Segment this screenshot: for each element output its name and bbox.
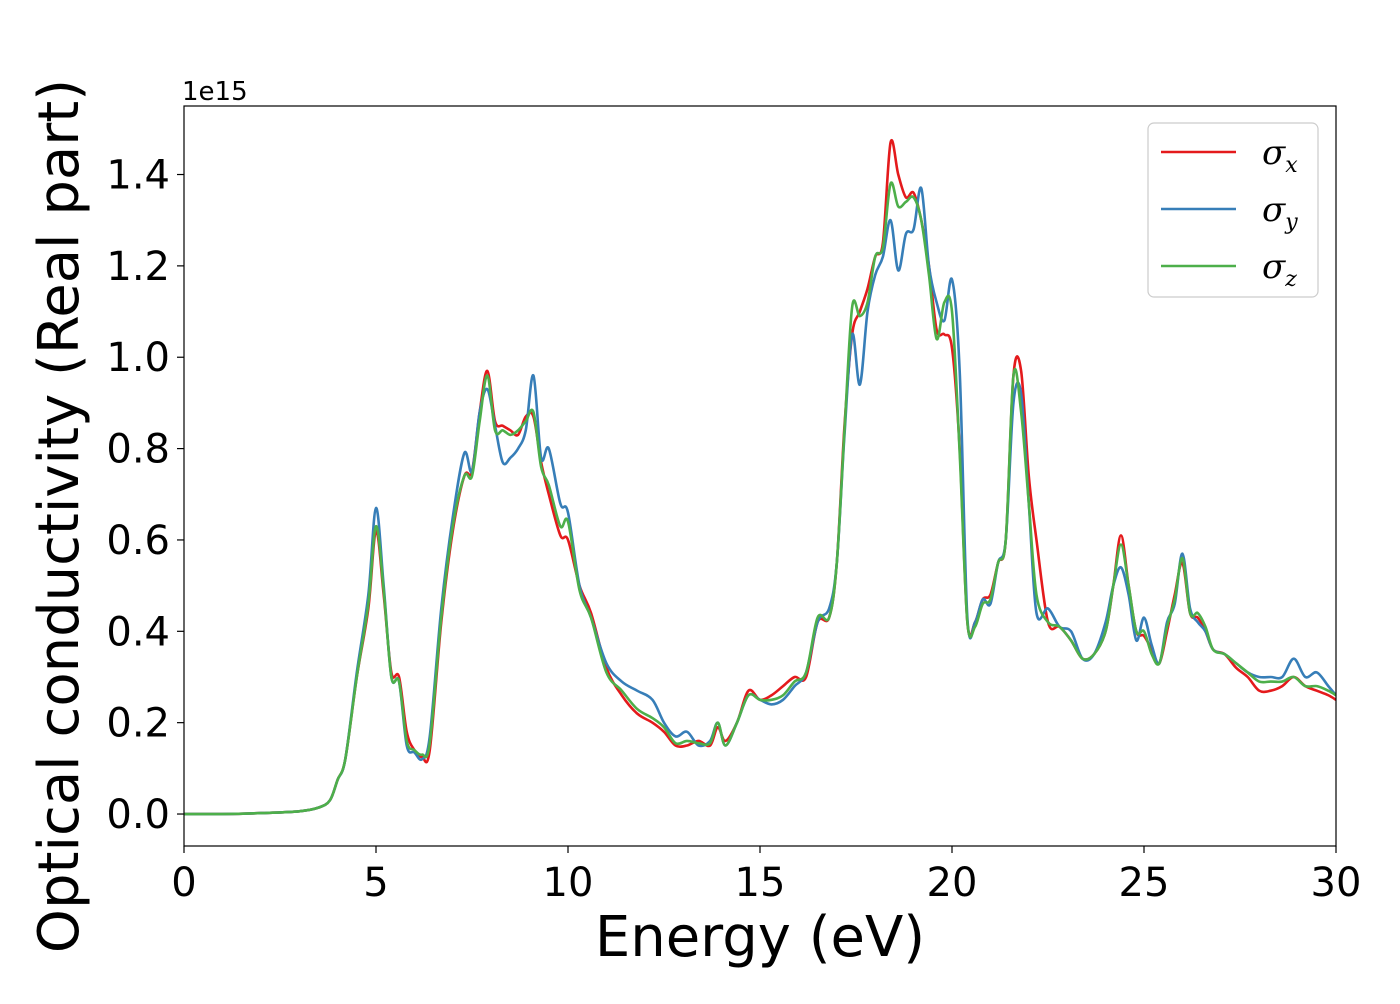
x-tick-label: 0 [171, 860, 196, 906]
y-tick-label: 1.4 [106, 153, 170, 199]
y-tick-label: 0.0 [106, 792, 170, 838]
x-tick-label: 5 [363, 860, 388, 906]
x-axis: 0 5 10 15 20 25 30 [171, 846, 1361, 906]
legend: σx σy σz [1147, 122, 1319, 298]
x-tick-label: 20 [927, 860, 978, 906]
x-axis-label: Energy (eV) [595, 905, 925, 970]
y-axis-offset-label: 1e15 [182, 77, 248, 107]
x-tick-label: 25 [1119, 860, 1170, 906]
y-tick-label: 0.2 [106, 701, 170, 747]
x-tick-label: 15 [735, 860, 786, 906]
y-tick-label: 0.4 [106, 609, 170, 655]
y-axis: 0.0 0.2 0.4 0.6 0.8 1.0 1.2 1.4 [106, 153, 184, 838]
y-tick-label: 1.0 [106, 335, 170, 381]
legend-label-z: σz [1262, 247, 1297, 292]
legend-label-y: σy [1262, 190, 1298, 235]
y-tick-label: 0.8 [106, 427, 170, 473]
y-tick-label: 1.2 [106, 244, 170, 290]
legend-label-x: σx [1262, 133, 1298, 178]
x-tick-label: 10 [543, 860, 594, 906]
y-tick-label: 0.6 [106, 518, 170, 564]
y-axis-label: Optical conductivity (Real part) [27, 79, 92, 953]
series-lines-layer [184, 138, 1336, 816]
x-tick-label: 30 [1311, 860, 1362, 906]
series-line-z [184, 181, 1336, 816]
